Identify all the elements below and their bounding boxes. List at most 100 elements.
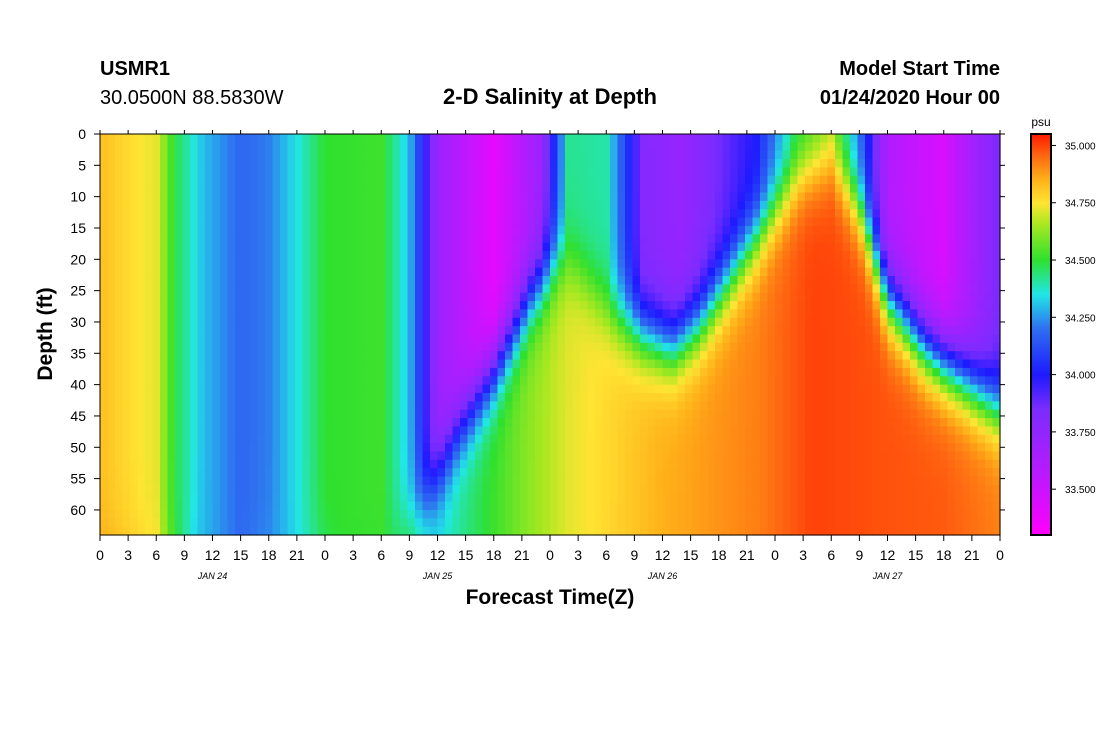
heatmap-cell	[625, 276, 634, 285]
heatmap-cell	[385, 468, 394, 478]
heatmap-cell	[392, 501, 401, 511]
heatmap-cell	[865, 342, 874, 352]
heatmap-cell	[677, 359, 686, 369]
heatmap-cell	[190, 192, 199, 202]
heatmap-cell	[842, 434, 851, 444]
heatmap-cell	[182, 509, 191, 519]
heatmap-cell	[842, 401, 851, 411]
heatmap-cell	[235, 501, 244, 511]
heatmap-cell	[872, 250, 881, 260]
heatmap-cell	[670, 376, 679, 386]
heatmap-cell	[865, 484, 874, 494]
heatmap-cell	[452, 459, 461, 469]
heatmap-cell	[175, 142, 184, 152]
heatmap-cell	[797, 200, 806, 210]
heatmap-cell	[542, 209, 551, 219]
heatmap-cell	[145, 476, 154, 486]
heatmap-cell	[280, 401, 289, 411]
heatmap-cell	[782, 392, 791, 402]
heatmap-cell	[407, 150, 416, 160]
heatmap-cell	[527, 501, 536, 511]
heatmap-cell	[587, 292, 596, 302]
heatmap-cell	[700, 376, 709, 386]
heatmap-cell	[730, 342, 739, 352]
heatmap-cell	[227, 509, 236, 519]
heatmap-cell	[430, 292, 439, 302]
heatmap-cell	[820, 518, 829, 528]
heatmap-cell	[835, 234, 844, 244]
heatmap-cell	[550, 134, 559, 143]
heatmap-cell	[310, 434, 319, 444]
heatmap-cell	[625, 150, 634, 160]
heatmap-cell	[137, 418, 146, 427]
heatmap-cell	[100, 426, 109, 436]
heatmap-cell	[445, 209, 454, 219]
heatmap-cell	[602, 334, 611, 344]
heatmap-cell	[782, 134, 791, 143]
heatmap-cell	[362, 234, 371, 244]
heatmap-cell	[317, 376, 326, 386]
heatmap-cell	[715, 409, 724, 419]
heatmap-cell	[805, 334, 814, 344]
heatmap-cell	[130, 142, 139, 152]
heatmap-cell	[377, 359, 386, 369]
heatmap-cell	[865, 200, 874, 210]
heatmap-cell	[707, 159, 716, 169]
heatmap-cell	[122, 484, 131, 494]
heatmap-cell	[317, 276, 326, 285]
heatmap-cell	[835, 301, 844, 311]
heatmap-cell	[715, 209, 724, 219]
heatmap-cell	[542, 376, 551, 386]
heatmap-cell	[130, 317, 139, 327]
heatmap-cell	[520, 242, 529, 252]
heatmap-cell	[850, 493, 859, 503]
heatmap-cell	[107, 334, 116, 344]
heatmap-cell	[175, 518, 184, 528]
heatmap-cell	[227, 217, 236, 227]
heatmap-cell	[197, 468, 206, 478]
heatmap-cell	[197, 301, 206, 311]
heatmap-cell	[610, 418, 619, 427]
heatmap-cell	[827, 493, 836, 503]
heatmap-cell	[197, 476, 206, 486]
heatmap-cell	[100, 292, 109, 302]
heatmap-cell	[760, 192, 769, 202]
heatmap-cell	[812, 309, 821, 319]
heatmap-cell	[647, 292, 656, 302]
heatmap-cell	[407, 342, 416, 352]
heatmap-cell	[137, 309, 146, 319]
heatmap-cell	[745, 459, 754, 469]
heatmap-cell	[550, 234, 559, 244]
heatmap-cell	[542, 359, 551, 369]
heatmap-cell	[812, 334, 821, 344]
heatmap-cell	[685, 134, 694, 143]
heatmap-cell	[122, 292, 131, 302]
heatmap-cell	[317, 384, 326, 394]
heatmap-cell	[385, 200, 394, 210]
heatmap-cell	[580, 342, 589, 352]
heatmap-cell	[490, 509, 499, 519]
heatmap-cell	[805, 326, 814, 336]
heatmap-cell	[820, 351, 829, 361]
heatmap-cell	[235, 434, 244, 444]
heatmap-cell	[377, 184, 386, 194]
heatmap-cell	[670, 234, 679, 244]
heatmap-cell	[557, 284, 566, 294]
heatmap-cell	[557, 484, 566, 494]
heatmap-cell	[407, 200, 416, 210]
heatmap-cell	[520, 392, 529, 402]
heatmap-cell	[520, 326, 529, 336]
heatmap-cell	[572, 292, 581, 302]
heatmap-cell	[737, 493, 746, 503]
heatmap-cell	[707, 209, 716, 219]
heatmap-cell	[452, 376, 461, 386]
heatmap-cell	[445, 134, 454, 143]
heatmap-cell	[242, 317, 251, 327]
heatmap-cell	[782, 409, 791, 419]
heatmap-cell	[700, 159, 709, 169]
heatmap-cell	[550, 200, 559, 210]
heatmap-cell	[445, 451, 454, 461]
heatmap-cell	[542, 217, 551, 227]
heatmap-cell	[595, 434, 604, 444]
heatmap-cell	[437, 242, 446, 252]
